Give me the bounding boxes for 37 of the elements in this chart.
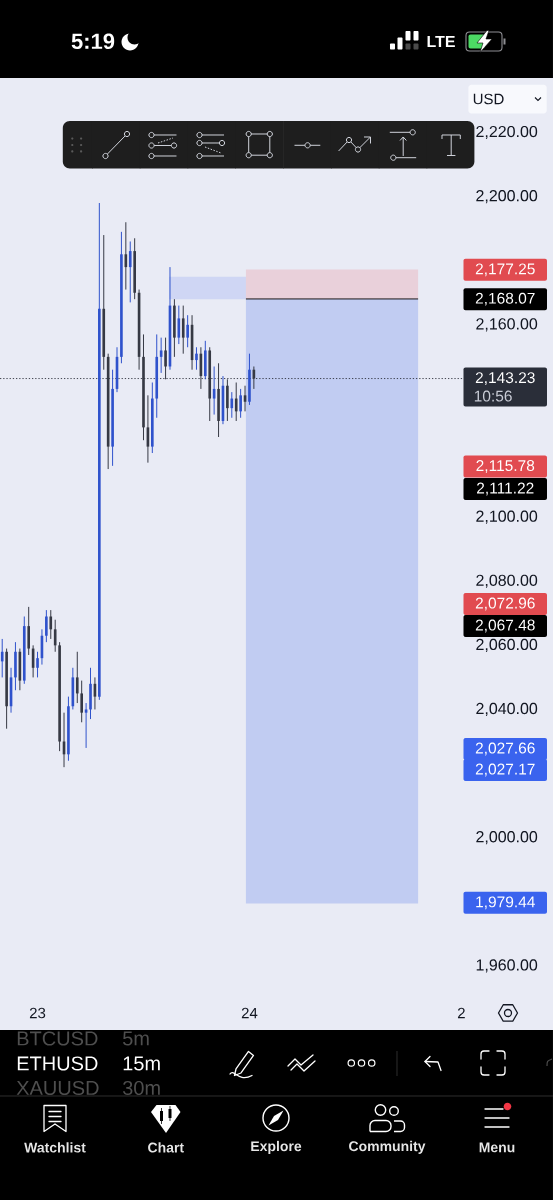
text: Chart <box>148 1142 184 1153</box>
y-tick-label: 2,160.00 <box>476 318 538 332</box>
ref-line-label: 2,143.23 <box>475 372 535 385</box>
text: 5:19 <box>71 33 115 50</box>
text: LTE <box>427 35 455 47</box>
y-tick-label: 1,960.00 <box>476 959 538 973</box>
text: 2,067.48 <box>475 619 535 633</box>
text: 10:56 <box>474 390 512 402</box>
y-tick-label: 2,000.00 <box>476 831 538 845</box>
text: Watchlist <box>24 1142 86 1153</box>
y-tick-label: 2,080.00 <box>476 574 538 588</box>
x-tick-label: 24 <box>241 1007 258 1019</box>
text: 2,177.25 <box>475 263 535 277</box>
x-tick-label: 2 <box>457 1007 465 1019</box>
text: 15m <box>123 1056 160 1071</box>
y-tick-label: 2,220.00 <box>476 125 538 140</box>
text: BTCUSD <box>17 1031 98 1046</box>
text: XAUUSD <box>16 1080 99 1096</box>
text: 1,979.44 <box>476 896 535 910</box>
text: 2,027.17 <box>475 763 535 777</box>
text: 2,072.96 <box>475 597 535 611</box>
text: 2,027.66 <box>475 742 535 756</box>
y-tick-label: 2,040.00 <box>476 702 538 717</box>
text: USD <box>473 93 504 105</box>
text: Explore <box>251 1140 302 1154</box>
text: 2,115.78 <box>476 460 535 473</box>
y-tick-label: 2,100.00 <box>476 510 538 524</box>
text: 5m <box>123 1031 149 1046</box>
text: Menu <box>479 1142 515 1153</box>
y-tick-label: 2,060.00 <box>476 638 538 652</box>
text: ETHUSD <box>17 1056 98 1071</box>
text: 2,168.07 <box>475 292 535 306</box>
y-tick-label: 2,200.00 <box>476 189 538 204</box>
text: 30m <box>122 1080 160 1096</box>
text: Community <box>349 1140 426 1154</box>
text: 2,111.22 <box>477 482 534 496</box>
x-tick-label: 23 <box>29 1007 46 1019</box>
